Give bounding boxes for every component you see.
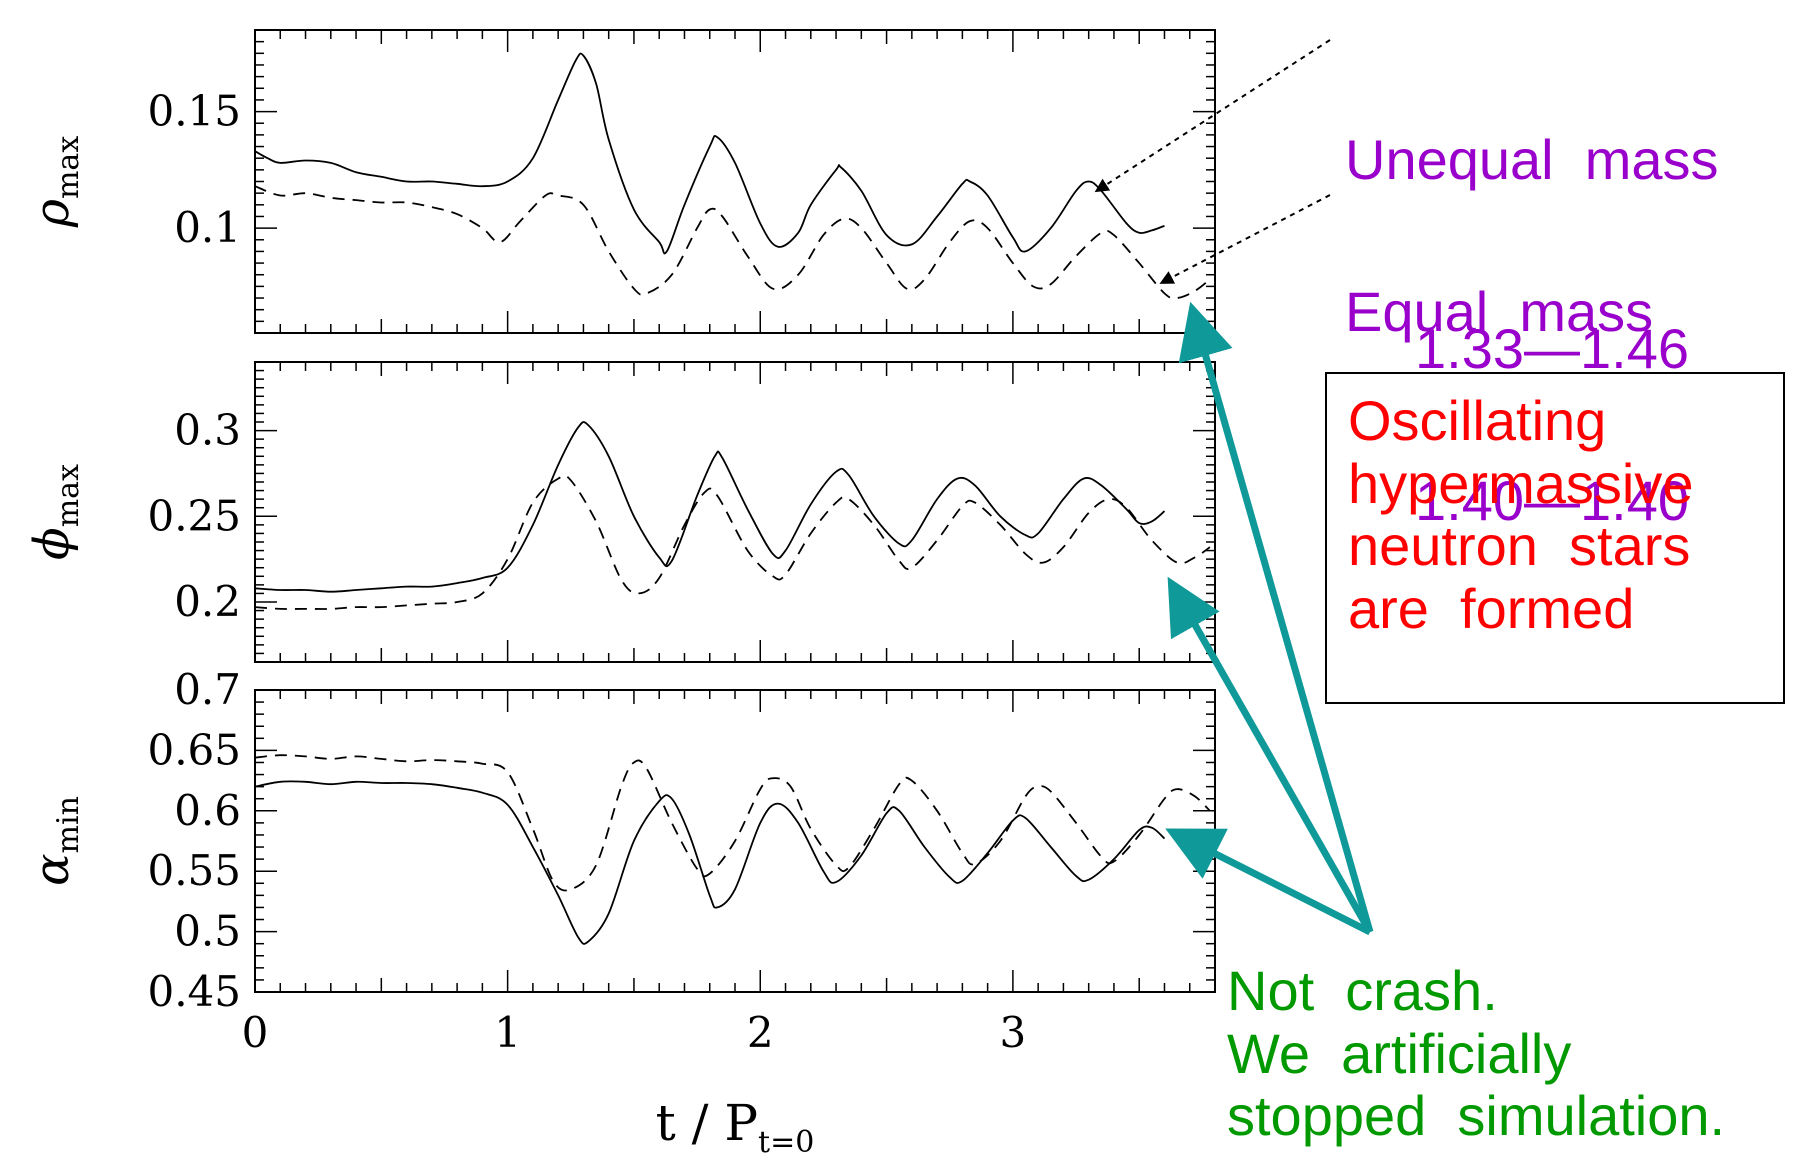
panel-top-ylabel: ρmax [24, 136, 86, 229]
panel-top-ytick-label: 0.1 [174, 203, 241, 252]
hmns-annotation-text: Oscillating hypermassive neutron stars a… [1348, 389, 1694, 641]
panel-middle-frame [254, 361, 1216, 663]
hmns-annotation-box [1325, 372, 1785, 704]
panel-middle-ytick-label: 0.25 [147, 491, 241, 540]
x-tick-label: 3 [1000, 1008, 1027, 1057]
unequal-mass-values: 1.33—1.46 [1415, 316, 1689, 380]
panel-bottom-ytick-label: 0.65 [147, 725, 241, 774]
panel-middle-ytick-label: 0.2 [174, 577, 241, 626]
equal-mass-label: Equal mass 1.40—1.40 [1345, 156, 1689, 595]
panel-bottom: 0.7 0.65 0.6 0.55 0.5 0.450 1 2 3 αmin t / Pt=0 [24, 665, 1216, 1160]
panel-middle: 0.3 0.25 0.2 ϕmax [24, 361, 1216, 663]
panel-bottom-series-solid [254, 780, 1166, 945]
panel-bottom-ytick-label: 0.55 [147, 846, 241, 895]
panel-middle-series-dashed [254, 474, 1211, 610]
panel-middle-ylabel: ϕmax [24, 464, 86, 560]
equal-mass-title: Equal mass [1345, 280, 1654, 344]
x-axis-label: t / Pt=0 [656, 1094, 815, 1160]
panel-middle-series-solid [254, 421, 1166, 593]
x-tick-label: 0 [242, 1008, 269, 1057]
arrow-to-middle-panel [1167, 576, 1374, 934]
panel-top-frame [254, 29, 1216, 334]
unequal-mass-title: Unequal mass [1345, 128, 1719, 192]
panel-top-series-dashed [254, 185, 1211, 300]
panel-bottom-ytick-label: 0.6 [174, 786, 241, 835]
panel-top: 0.15 0.1 ρmax [24, 29, 1216, 334]
unequal-mass-label: Unequal mass 1.33—1.46 [1345, 4, 1719, 443]
arrow-to-top-panel [1178, 301, 1374, 933]
equal-mass-values: 1.40—1.40 [1415, 468, 1689, 532]
panel-bottom-ytick-label: 0.5 [174, 907, 241, 956]
panel-bottom-ytick-label: 0.45 [147, 967, 241, 1016]
panel-bottom-ylabel: αmin [24, 796, 86, 886]
equal-mass-pointer [1159, 194, 1331, 284]
panel-bottom-ytick-label: 0.7 [174, 665, 241, 714]
x-tick-label: 1 [494, 1008, 521, 1057]
stopped-simulation-note: Not crash. We artificially stopped simul… [1227, 959, 1726, 1148]
panel-middle-ytick-label: 0.3 [174, 406, 241, 455]
unequal-mass-pointer [1094, 39, 1331, 193]
panel-top-ytick-label: 0.15 [147, 87, 241, 136]
x-tick-label: 2 [747, 1008, 774, 1057]
panel-top-series-solid [254, 52, 1165, 255]
arrow-to-bottom-panel [1165, 828, 1372, 936]
panel-bottom-series-dashed [254, 754, 1211, 892]
